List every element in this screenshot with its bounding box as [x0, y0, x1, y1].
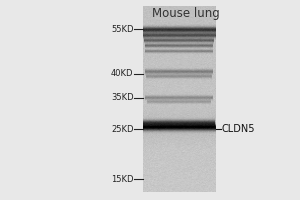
Text: 35KD: 35KD [111, 94, 134, 102]
Text: 25KD: 25KD [111, 124, 134, 134]
Text: 15KD: 15KD [111, 174, 134, 184]
Text: CLDN5: CLDN5 [222, 124, 256, 134]
Text: 40KD: 40KD [111, 70, 134, 78]
Bar [143, 6, 216, 192]
Text: Mouse lung: Mouse lung [152, 7, 220, 20]
Text: 55KD: 55KD [111, 24, 134, 33]
